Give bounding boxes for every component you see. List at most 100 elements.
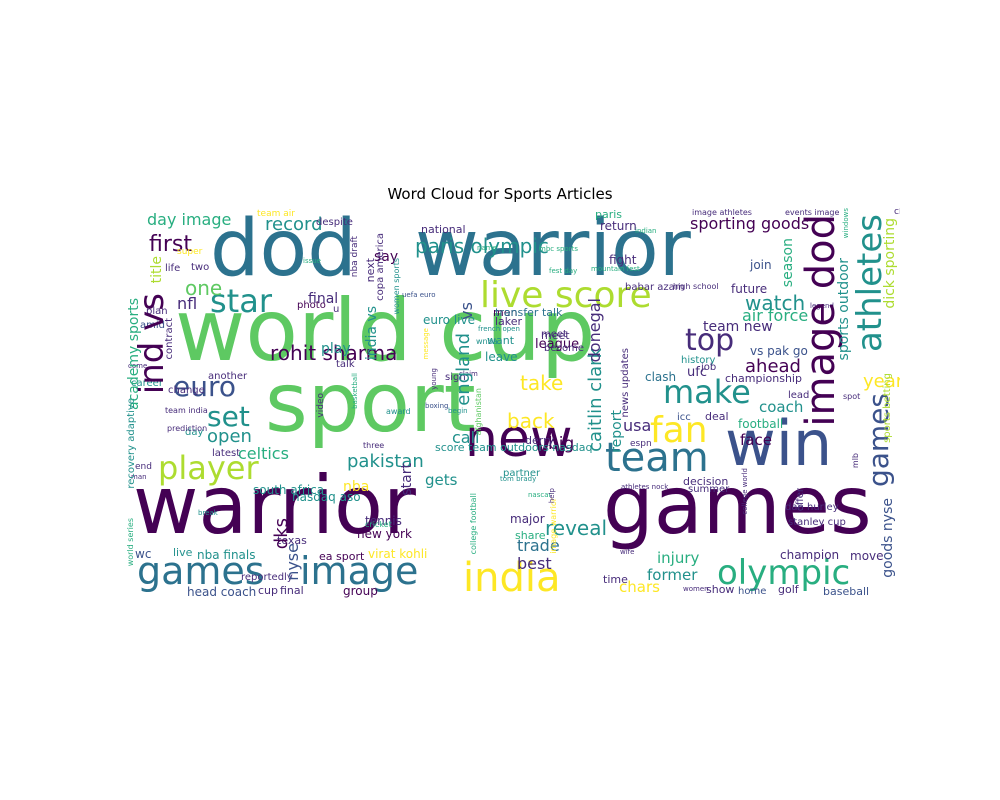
cloud-word: day image: [147, 210, 232, 229]
cloud-word: games: [137, 549, 265, 593]
cloud-word: usa: [623, 416, 652, 435]
cloud-word: another: [208, 371, 248, 382]
cloud-word: man: [131, 473, 147, 481]
cloud-word: world cup: [175, 281, 596, 381]
cloud-word: gets: [425, 471, 458, 489]
cloud-word: award: [386, 407, 411, 416]
cloud-word: break: [198, 509, 218, 517]
cloud-word: sports betting: [882, 373, 893, 443]
cloud-word: u: [333, 304, 340, 315]
cloud-word: olympic: [717, 553, 851, 593]
cloud-word: mlb: [851, 453, 860, 469]
cloud-word: dod: [210, 208, 357, 294]
cloud-word: india vs: [364, 306, 380, 361]
cloud-word: image warrior: [549, 498, 558, 554]
cloud-word: face: [740, 431, 772, 449]
cloud-word: chars: [619, 578, 660, 596]
cloud-word: come: [128, 362, 148, 370]
cloud-word: ufc: [687, 365, 707, 380]
cloud-word: super: [177, 247, 203, 257]
cloud-word: young: [430, 368, 438, 390]
cloud-word: fan: [650, 410, 708, 451]
cloud-word: share: [515, 529, 546, 542]
cloud-word: paris: [595, 208, 623, 221]
cloud-word: major: [510, 512, 545, 526]
cloud-word: tennis: [365, 514, 402, 528]
cloud-word: team air: [257, 209, 295, 219]
cloud-word: nasdaq aso: [292, 490, 361, 504]
cloud-word: back: [507, 409, 555, 433]
cloud-word: open: [207, 426, 252, 447]
cloud-word: time: [603, 573, 628, 586]
cloud-word: warrior: [133, 459, 416, 552]
cloud-word: sign: [445, 372, 466, 383]
cloud-word: windows: [842, 208, 850, 239]
cloud-word: deal: [705, 410, 729, 423]
cloud-word: become: [544, 343, 585, 354]
cloud-word: amid: [140, 320, 165, 331]
cloud-word: events image: [785, 208, 840, 217]
cloud-word: college football: [469, 493, 478, 555]
cloud-word: mbc sports: [539, 245, 578, 253]
cloud-word: spot: [843, 392, 861, 401]
cloud-word: show: [706, 583, 735, 596]
cloud-word: set: [207, 400, 250, 433]
cloud-word: coach: [759, 398, 804, 416]
cloud-word: name: [477, 244, 497, 252]
cloud-word: transfer talk: [495, 306, 563, 319]
cloud-word: legend: [810, 302, 834, 310]
cloud-word: club: [894, 208, 900, 217]
cloud-word: new: [465, 409, 573, 469]
cloud-word: nfl: [177, 294, 198, 313]
cloud-word: future: [731, 282, 768, 296]
cloud-word: virat kohli: [368, 547, 428, 561]
cloud-word: decision: [683, 475, 729, 488]
cloud-word: team: [605, 435, 709, 481]
cloud-word: summer: [688, 484, 730, 495]
cloud-word: live: [173, 546, 193, 559]
cloud-word: clash: [645, 370, 677, 384]
cloud-word: partner: [503, 468, 541, 479]
cloud-word: celtics: [238, 444, 289, 463]
cloud-word: history: [681, 355, 716, 366]
cloud-word: head coach: [187, 585, 257, 599]
cloud-word: wife: [620, 548, 635, 556]
cloud-word: contract: [164, 318, 175, 360]
cloud-word: lead: [788, 390, 810, 401]
cloud-word: final: [280, 584, 304, 597]
cloud-word: reportedly: [241, 572, 293, 583]
cloud-word: boxing: [425, 402, 449, 410]
cloud-word: espn: [630, 439, 652, 449]
cloud-word: call: [452, 428, 480, 447]
cloud-word: join: [750, 258, 772, 272]
cloud-word: high school: [673, 282, 719, 291]
cloud-word: paris olympic: [415, 234, 549, 258]
cloud-word: world series: [126, 518, 135, 567]
cloud-word: french open: [478, 325, 520, 333]
cloud-word: baseball: [823, 585, 870, 598]
cloud-word: ahead: [745, 356, 801, 377]
cloud-word: football: [738, 417, 784, 431]
cloud-word: life: [165, 263, 181, 274]
cloud-word: sporting goods: [690, 214, 810, 233]
cloud-word: goods nyse: [880, 498, 896, 578]
cloud-word: offer: [795, 488, 806, 512]
cloud-word: tom brady: [500, 475, 537, 483]
cloud-word: despite: [316, 217, 353, 228]
cloud-word: new york: [357, 527, 412, 541]
cloud-word: dick sporting: [882, 218, 898, 309]
cloud-word: image athletes: [692, 208, 752, 217]
cloud-word: leave: [485, 350, 518, 364]
cloud-word: afghanistan: [474, 388, 483, 436]
cloud-word: england: [453, 333, 474, 406]
cloud-word: vs: [457, 302, 476, 320]
cloud-word: begin: [448, 407, 468, 415]
cloud-word: meet: [541, 329, 570, 342]
cloud-word: stanley cup: [788, 517, 846, 528]
cloud-word: top: [685, 323, 735, 358]
cloud-word: message: [422, 328, 430, 360]
chart-title: Word Cloud for Sports Articles: [387, 185, 613, 203]
cloud-word: career: [131, 378, 163, 389]
cloud-word: home: [738, 586, 767, 597]
cloud-word: year: [863, 371, 900, 392]
